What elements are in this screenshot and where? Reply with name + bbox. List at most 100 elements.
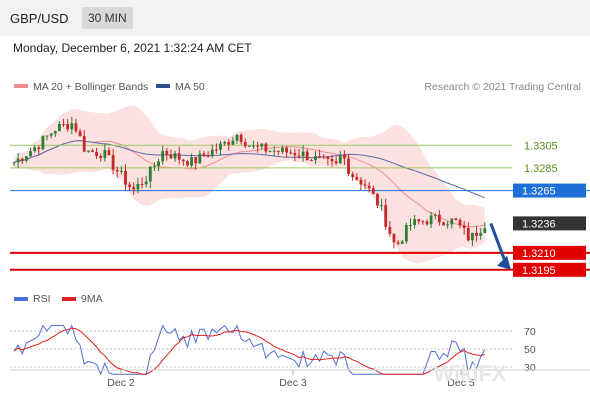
candles-layer: 1.3305 1.3285 1.3265 1.3236 1.3210 1.3195 [10,105,590,277]
candle-body [231,140,235,145]
candle-body [409,224,412,226]
level-label: 1.3305 [524,140,558,152]
candle-body [128,184,132,188]
candle-body [400,241,404,244]
candle-body [82,136,86,152]
candle-body [214,149,218,151]
candle-body [471,232,474,241]
candle-body [437,214,441,223]
candle-body [462,225,466,229]
candle-body [371,188,375,194]
candle-body [169,154,173,159]
candle-body [309,160,313,162]
candle-body [256,145,260,147]
candle-body [198,153,202,164]
candle-body [173,153,177,159]
candle-body [235,134,239,141]
candle-body [107,150,111,155]
candle-body [272,150,276,152]
rsi-y-tick-label: 50 [524,344,536,356]
x-tick-label: Dec 3 [279,377,307,389]
candle-body [289,152,293,154]
support-level-tag [513,245,586,260]
candle-body [148,166,152,182]
candle-body [388,226,392,234]
candle-body [338,155,342,164]
candle-body [53,131,57,134]
candle-body [450,218,454,225]
support-level-tag [513,262,586,277]
candle-body [334,161,338,164]
candle-body [343,155,346,159]
candle-body [248,145,251,147]
candle-body [194,157,198,164]
candle-body [252,145,255,147]
candle-body [281,147,284,152]
candle-body [276,150,280,152]
candle-body [227,142,231,145]
candle-body [153,165,156,167]
candle-body [119,170,123,172]
forecast-arrow-shaft [489,222,508,265]
legend-label-ma20: MA 20 + Bollinger Bands [33,81,148,93]
candle-body [45,135,49,137]
candle-body [376,193,379,206]
candle-body [380,205,383,207]
candle-body [16,158,20,163]
candle-body [367,185,371,189]
candle-body [421,221,425,223]
candle-body [66,124,70,130]
candle-body [86,150,90,152]
candle-body [103,150,107,158]
candle-body [41,136,45,150]
candle-body [314,156,317,161]
bollinger-band [14,105,485,264]
timeframe-badge[interactable]: 30 MIN [82,7,133,29]
legend-swatch-9ma [62,297,76,301]
candle-body [264,143,268,152]
candle-body [322,156,326,158]
candle-body [70,123,74,130]
candle-body [181,159,185,162]
candle-body [458,219,462,226]
candle-body [351,173,355,178]
rsi-y-tick-label: 70 [524,326,536,338]
candle-body [140,183,144,185]
candle-body [223,142,227,144]
current-level-tag [513,216,586,231]
credit-text: Research © 2021 Trading Central [424,81,581,93]
candle-body [429,215,433,225]
candle-body [347,158,350,174]
candle-body [202,153,206,156]
candle-body [475,232,478,236]
x-tick-label: Dec 5 [447,377,475,389]
candle-body [417,219,421,222]
candle-body [301,151,305,157]
candle-body [78,131,82,137]
candle-body [161,150,165,162]
candle-body [355,177,359,180]
candle-body [260,143,264,147]
candle-body [190,157,193,166]
legend-swatch-rsi [14,297,28,301]
candle-body [384,205,388,227]
level-label: 1.3236 [522,218,556,230]
candle-body [330,158,334,162]
candle-body [479,233,483,236]
candle-body [433,214,437,216]
candle-body [20,158,24,161]
candle-body [318,156,322,158]
candle-body [326,156,330,159]
candle-body [33,147,37,152]
candle-body [285,147,288,153]
candle-body [243,141,247,147]
candle-body [219,143,222,150]
legend-label-ma50: MA 50 [175,81,205,93]
candle-body [297,155,301,157]
candle-body [29,151,32,157]
candle-body [425,221,429,225]
candle-body [454,218,458,220]
candle-body [305,151,309,161]
candle-body [111,154,115,170]
candle-body [132,187,136,190]
